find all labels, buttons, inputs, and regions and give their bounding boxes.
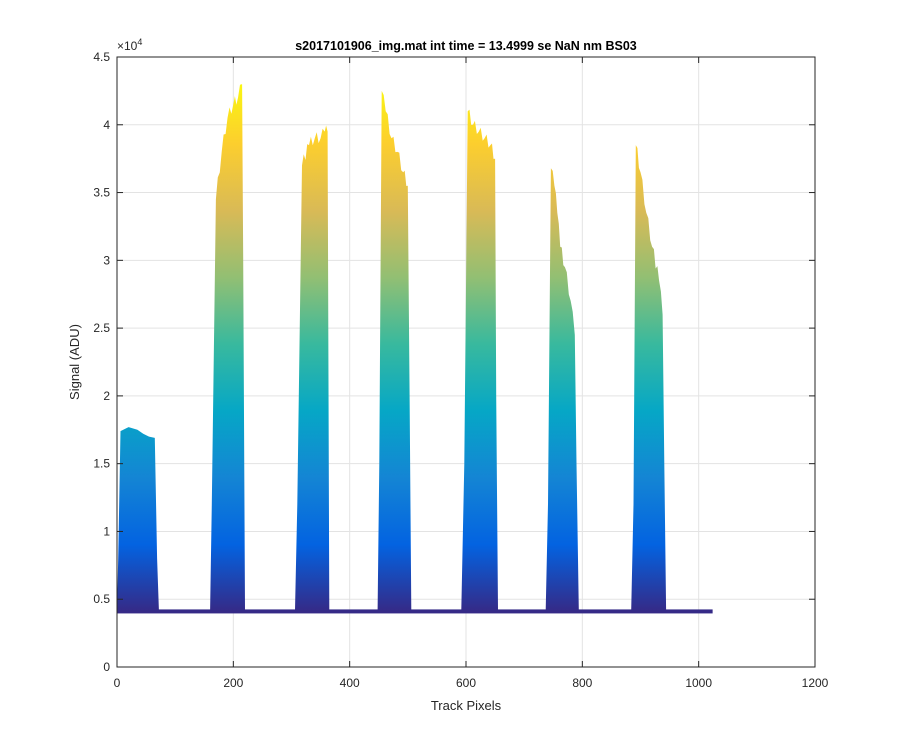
x-tick-label: 1000 xyxy=(685,676,712,690)
y-tick-label: 4 xyxy=(103,118,110,132)
x-tick-label: 1200 xyxy=(802,676,829,690)
y-tick-label: 3 xyxy=(103,253,110,267)
y-axis-label: Signal (ADU) xyxy=(67,324,82,400)
baseline-band xyxy=(117,609,713,614)
chart-title: s2017101906_img.mat int time = 13.4999 s… xyxy=(295,39,637,53)
y-tick-label: 1.5 xyxy=(93,457,110,471)
x-tick-label: 600 xyxy=(456,676,476,690)
y-multiplier: ×10 xyxy=(117,39,138,53)
y-tick-label: 3.5 xyxy=(93,186,110,200)
x-tick-label: 400 xyxy=(340,676,360,690)
ticks: 0 200 400 600 800 1000 1200 0 0.5 1 1.5 2 2.5 3 3.5 4 4.… xyxy=(93,50,828,690)
y-tick-label: 0.5 xyxy=(93,592,110,606)
x-tick-label: 800 xyxy=(572,676,592,690)
signal-block-3 xyxy=(295,125,330,612)
x-tick-label: 200 xyxy=(223,676,243,690)
y-tick-label: 0 xyxy=(103,660,110,674)
signal-block-1 xyxy=(117,427,159,612)
y-exponent: 4 xyxy=(137,37,142,47)
x-tick-label: 0 xyxy=(114,676,121,690)
signal-block-4 xyxy=(377,90,412,612)
data-layer xyxy=(117,84,713,614)
y-tick-label: 1 xyxy=(103,524,110,538)
y-tick-label: 4.5 xyxy=(93,50,110,64)
signal-block-2 xyxy=(210,84,245,612)
signal-block-5 xyxy=(461,109,498,612)
y-tick-label: 2.5 xyxy=(93,321,110,335)
signal-block-7 xyxy=(631,145,667,612)
y-exponent-label: ×104 xyxy=(117,37,142,53)
y-tick-label: 2 xyxy=(103,389,110,403)
x-axis-label: Track Pixels xyxy=(431,698,502,713)
signal-block-6 xyxy=(545,168,579,612)
